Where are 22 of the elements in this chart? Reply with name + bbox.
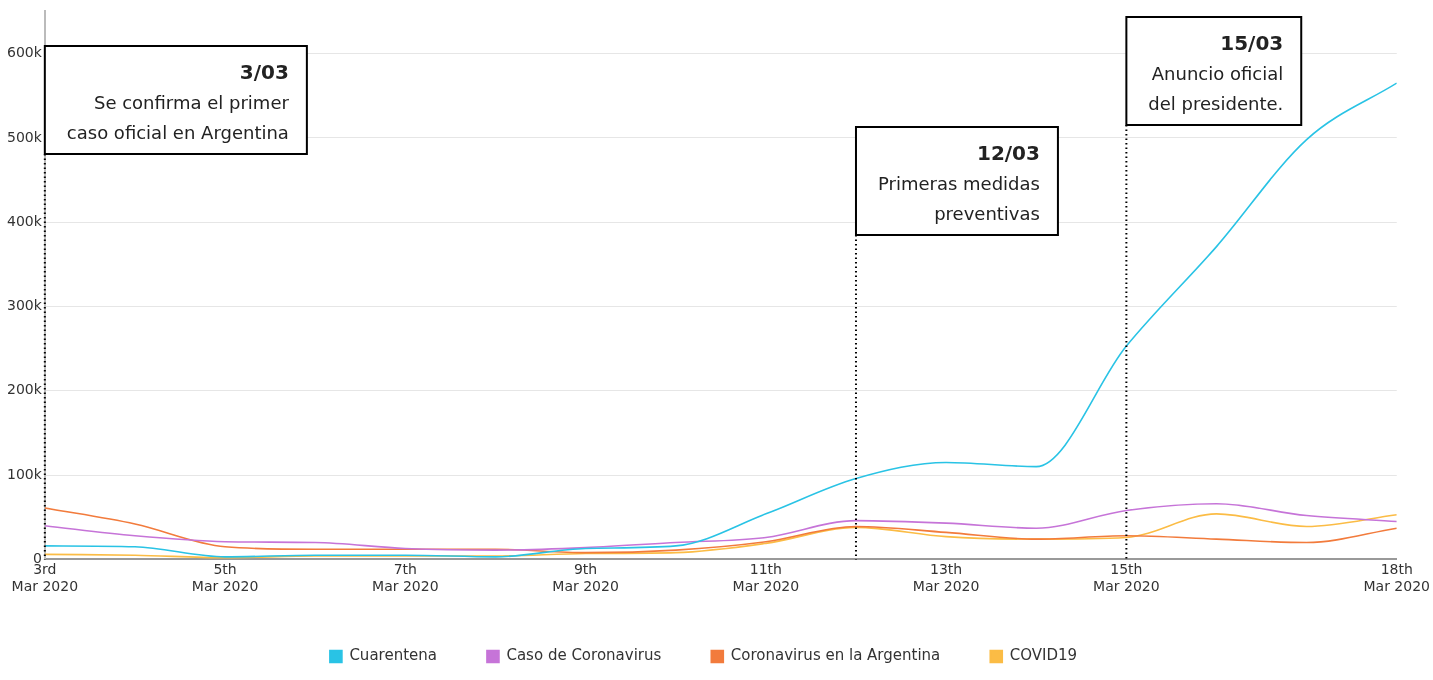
y-tick-label: 300k xyxy=(6,297,43,314)
ref-line-label: 3/03 Se confirma el primer caso oficial en Argentina xyxy=(66,60,290,143)
x-tick-label: 11th Mar 2020 xyxy=(732,561,800,595)
x-tick-label: 18th Mar 2020 xyxy=(1363,561,1430,595)
y-tick-label: 500k xyxy=(6,128,43,145)
legend-label: Coronavirus en la Argentina xyxy=(730,646,941,665)
ref-line-label: 15/03 Anuncio oficial del presidente. xyxy=(1148,31,1284,114)
y-tick-label: 100k xyxy=(6,465,43,482)
y-tick-label: 600k xyxy=(6,44,43,61)
y-tick-label: 400k xyxy=(6,212,43,229)
x-tick-label: 5th Mar 2020 xyxy=(191,561,259,595)
x-tick-label: 15th Mar 2020 xyxy=(1093,561,1160,595)
line-series xyxy=(44,82,1397,558)
x-tick-label: 7th Mar 2020 xyxy=(372,561,439,595)
legend-label: COVID19 xyxy=(1009,646,1078,665)
x-tick-label: 9th Mar 2020 xyxy=(552,561,619,595)
x-tick-label: 13th Mar 2020 xyxy=(912,561,980,595)
legend-label: Caso de Coronavirus xyxy=(506,646,662,665)
ref-line-label: 12/03 Primeras medidas preventivas xyxy=(877,141,1040,224)
line-series xyxy=(44,513,1397,559)
legend-label: Cuarentena xyxy=(349,646,437,665)
y-tick-label: 200k xyxy=(6,381,43,398)
